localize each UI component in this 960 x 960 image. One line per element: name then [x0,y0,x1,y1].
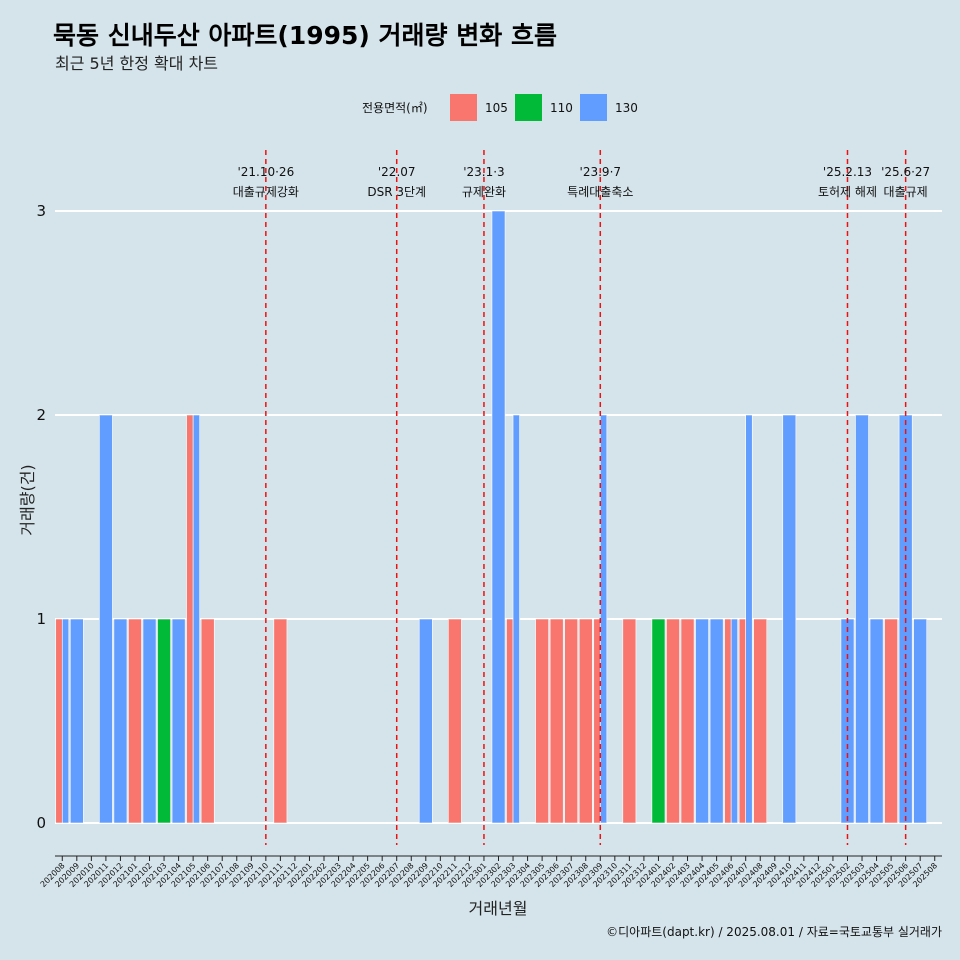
event-date-label: '23.1·3 [463,165,504,179]
bar-105-202306 [549,618,564,824]
legend: 전용면적(㎡) 105 110 130 [362,94,638,121]
bar-130-202102 [142,618,157,824]
bar-105-202101 [128,618,142,824]
bar-130-202302 [491,210,506,824]
event-text-label: 특례대출축소 [567,185,633,199]
x-axis-title: 거래년월 [469,899,528,918]
y-axis-title: 거래량(건) [18,464,37,535]
x-axis: 2020082020092020102020112020122021012021… [39,855,942,889]
event-date-label: '22.07 [378,165,416,179]
y-tick-label: 2 [36,406,46,424]
bar-130-202105 [192,414,200,824]
legend-label-105: 105 [485,101,508,115]
y-tick-label: 0 [36,814,46,832]
event-text-label: 규제완화 [462,185,506,199]
chart-title: 묵동 신내두산 아파트(1995) 거래량 변화 흐름 [53,21,557,50]
bar-105-202408 [753,618,768,824]
event-date-label: '25.6·27 [881,165,930,179]
bars [55,210,928,824]
bar-105-202105 [186,414,194,824]
legend-label-130: 130 [615,101,638,115]
bar-105-202505 [884,618,898,824]
bar-130-202410 [782,414,797,824]
bar-105-202311 [622,618,637,824]
event-date-label: '25.2.13 [823,165,872,179]
y-tick-label: 3 [36,202,46,220]
bar-105-202406 [724,618,732,824]
bar-130-202209 [418,618,433,824]
bar-130-202504 [869,618,884,824]
bar-110-202103 [157,618,171,824]
bar-130-202406 [730,618,738,824]
bar-130-202309 [599,414,608,824]
bar-105-202309 [593,618,601,824]
event-text-label: DSR 3단계 [367,185,426,199]
caption: ©디아파트(dapt.kr) / 2025.08.01 / 자료=국토교통부 실… [606,925,942,939]
chart-subtitle: 최근 5년 한정 확대 차트 [55,54,218,73]
legend-title: 전용면적(㎡) [362,101,428,115]
legend-swatch-105 [450,94,477,121]
legend-swatch-110 [515,94,542,121]
legend-swatch-130 [580,94,607,121]
bar-105-202106 [200,618,215,824]
bar-105-202303 [506,618,514,824]
bar-130-202404 [695,618,709,824]
y-axis: 0 1 2 3 [36,202,46,832]
bar-105-202407 [738,618,746,824]
bar-105-202008 [55,618,63,824]
bar-130-202011 [99,414,113,824]
bar-105-202307 [564,618,579,824]
bar-130-202507 [913,618,928,824]
bar-130-202104 [171,618,186,824]
bar-105-202403 [680,618,695,824]
event-text-label: 토허제 해제 [818,185,877,199]
bar-130-202303 [512,414,520,824]
event-date-label: '23.9·7 [580,165,621,179]
bar-105-202308 [578,618,593,824]
event-text-label: 대출규제 [884,185,928,199]
bar-130-202012 [113,618,128,824]
bar-105-202305 [535,618,549,824]
bar-105-202211 [448,618,462,824]
bar-130-202503 [855,414,869,824]
bar-130-202008 [61,618,70,824]
bar-110-202401 [651,618,666,824]
legend-label-110: 110 [550,101,573,115]
bar-130-202407 [745,414,753,824]
annotations: '21.10·26 대출규제강화 '22.07 DSR 3단계 '23.1·3 규제완화 '… [233,150,930,845]
bar-130-202009 [69,618,84,824]
bar-130-202405 [709,618,724,824]
event-date-label: '21.10·26 [237,165,294,179]
y-tick-label: 1 [36,610,46,628]
bar-105-202111 [273,618,288,824]
bar-105-202402 [666,618,680,824]
event-text-label: 대출규제강화 [233,185,299,199]
